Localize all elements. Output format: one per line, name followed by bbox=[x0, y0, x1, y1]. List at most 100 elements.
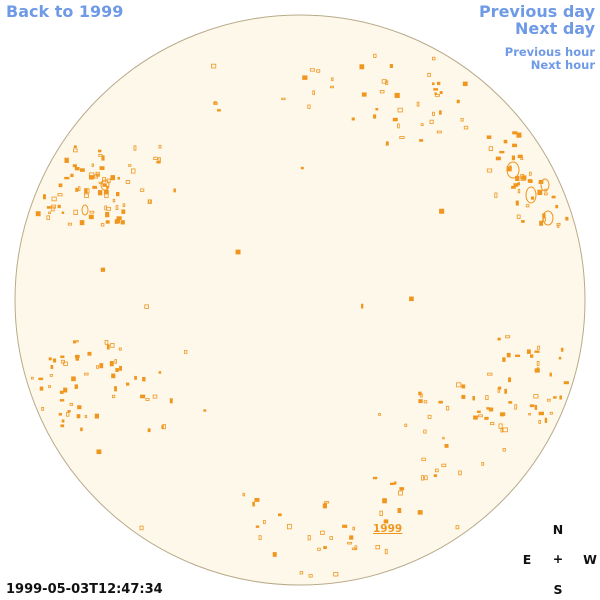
year-link[interactable]: 1999 bbox=[373, 523, 403, 535]
feature-marker bbox=[439, 110, 442, 115]
feature-marker bbox=[71, 376, 76, 382]
feature-marker bbox=[538, 411, 544, 416]
feature-marker bbox=[546, 398, 551, 402]
feature-marker bbox=[392, 117, 398, 122]
feature-marker bbox=[51, 196, 57, 202]
feature-marker bbox=[73, 209, 78, 215]
feature-marker bbox=[378, 413, 381, 416]
feature-marker bbox=[110, 343, 115, 348]
feature-marker bbox=[553, 396, 557, 399]
feature-marker bbox=[495, 156, 501, 161]
feature-marker bbox=[112, 198, 116, 203]
previous-day-link[interactable]: Previous day bbox=[478, 2, 595, 21]
feature-marker bbox=[116, 216, 122, 220]
feature-marker bbox=[144, 304, 150, 309]
feature-marker bbox=[258, 535, 262, 540]
feature-marker bbox=[526, 349, 531, 354]
feature-marker bbox=[517, 154, 523, 159]
feature-marker bbox=[128, 164, 132, 167]
feature-marker bbox=[352, 526, 355, 531]
feature-marker bbox=[416, 101, 420, 107]
feature-marker bbox=[558, 356, 562, 360]
feature-marker bbox=[563, 381, 569, 385]
feature-marker bbox=[502, 427, 508, 433]
feature-marker bbox=[385, 141, 389, 146]
feature-marker bbox=[508, 401, 513, 404]
feature-marker bbox=[317, 547, 321, 551]
back-to-year-link[interactable]: Back to 1999 bbox=[6, 2, 124, 21]
feature-marker bbox=[134, 375, 137, 380]
compass-center: + bbox=[552, 551, 564, 566]
feature-marker bbox=[97, 190, 103, 196]
feature-marker bbox=[115, 368, 119, 372]
feature-marker bbox=[439, 91, 443, 95]
feature-marker bbox=[509, 165, 512, 168]
feature-marker bbox=[549, 372, 552, 377]
feature-marker bbox=[322, 503, 327, 509]
feature-marker bbox=[79, 220, 85, 226]
feature-marker bbox=[75, 187, 79, 192]
feature-marker bbox=[399, 487, 405, 491]
feature-marker bbox=[484, 416, 489, 420]
feature-marker bbox=[96, 173, 100, 177]
feature-marker bbox=[307, 535, 311, 541]
feature-marker bbox=[432, 82, 435, 86]
feature-marker bbox=[516, 132, 522, 138]
feature-marker bbox=[87, 351, 92, 356]
next-day-link[interactable]: Next day bbox=[515, 19, 595, 38]
feature-marker bbox=[125, 180, 131, 184]
feature-marker bbox=[97, 149, 102, 153]
feature-marker bbox=[252, 501, 255, 507]
feature-marker bbox=[385, 80, 389, 85]
feature-marker bbox=[78, 186, 81, 192]
feature-marker bbox=[158, 144, 162, 149]
feature-marker bbox=[211, 63, 217, 69]
feature-marker bbox=[536, 345, 540, 350]
feature-marker bbox=[442, 436, 445, 440]
feature-marker bbox=[516, 214, 521, 219]
feature-marker bbox=[74, 167, 80, 171]
feature-marker bbox=[461, 384, 466, 389]
feature-marker bbox=[38, 377, 44, 381]
feature-marker bbox=[105, 212, 110, 218]
feature-marker bbox=[48, 385, 51, 388]
feature-marker bbox=[63, 361, 68, 366]
feature-marker bbox=[423, 429, 427, 434]
feature-marker bbox=[375, 107, 379, 111]
feature-marker bbox=[375, 544, 381, 550]
feature-marker bbox=[372, 476, 378, 480]
feature-outline bbox=[81, 204, 89, 216]
feature-marker bbox=[409, 296, 414, 302]
feature-marker bbox=[140, 188, 145, 192]
next-hour-link[interactable]: Next hour bbox=[530, 58, 595, 72]
feature-marker bbox=[404, 423, 408, 427]
feature-marker bbox=[72, 164, 77, 168]
feature-marker bbox=[488, 146, 494, 152]
feature-marker bbox=[434, 94, 440, 97]
feature-marker bbox=[517, 188, 521, 194]
feature-marker bbox=[460, 118, 464, 122]
feature-marker bbox=[494, 192, 498, 198]
feature-marker bbox=[145, 398, 150, 401]
feature-marker bbox=[50, 365, 54, 369]
feature-marker bbox=[497, 337, 501, 341]
compass-north: N bbox=[552, 522, 564, 537]
feature-marker bbox=[302, 75, 308, 80]
feature-marker bbox=[235, 249, 241, 255]
feature-marker bbox=[100, 267, 106, 272]
feature-marker bbox=[423, 400, 428, 404]
feature-marker bbox=[217, 109, 221, 112]
previous-hour-link[interactable]: Previous hour bbox=[504, 45, 595, 59]
feature-marker bbox=[432, 111, 435, 116]
feature-marker bbox=[316, 69, 321, 73]
feature-marker bbox=[308, 574, 313, 578]
feature-marker bbox=[173, 188, 176, 193]
feature-marker bbox=[57, 193, 63, 197]
feature-marker bbox=[109, 360, 114, 367]
feature-marker bbox=[382, 498, 387, 504]
feature-marker bbox=[126, 382, 130, 386]
feature-marker bbox=[397, 123, 400, 129]
feature-marker bbox=[527, 179, 533, 183]
feature-marker bbox=[148, 199, 151, 204]
feature-marker bbox=[525, 204, 530, 208]
